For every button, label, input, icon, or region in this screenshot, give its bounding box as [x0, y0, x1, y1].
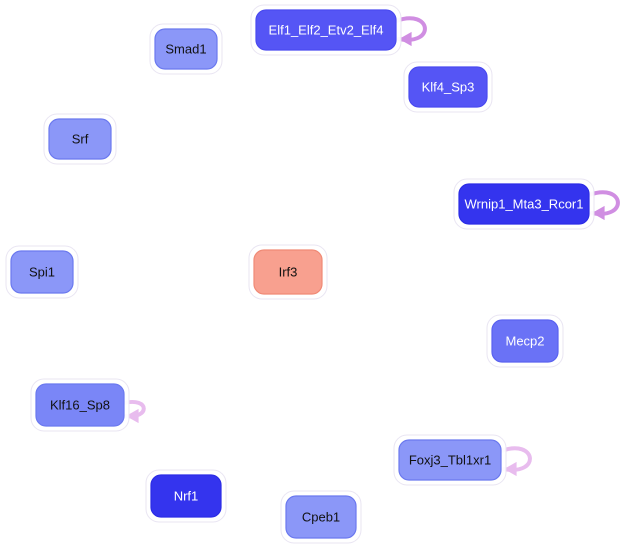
- edge-elf1-to-smad1[interactable]: [220, 32, 254, 53]
- edge-wrnip1-to-irf3[interactable]: [325, 222, 457, 265]
- node-spi1[interactable]: Spi1: [5, 245, 79, 299]
- node-shape-spi1[interactable]: [10, 250, 74, 294]
- node-irf3[interactable]: Irf3: [248, 244, 328, 300]
- node-foxj3[interactable]: Foxj3_Tbl1xr1: [393, 434, 507, 486]
- edge-mecp2-to-wrnip1[interactable]: [515, 227, 534, 318]
- edge-irf3-to-foxj3[interactable]: [308, 295, 430, 437]
- edge-spi1-to-klf16[interactable]: [48, 295, 77, 381]
- node-shape-nrf1[interactable]: [150, 474, 222, 518]
- edge-foxj3-to-klf16[interactable]: [127, 404, 397, 453]
- edge-spi1-to-irf3[interactable]: [75, 262, 251, 282]
- edge-mecp2-to-irf3[interactable]: [325, 279, 490, 332]
- node-layer: Elf1_Elf2_Etv2_Elf4 Smad1 Klf4_Sp3 Srf Wrnip…: [5, 4, 595, 544]
- node-mecp2[interactable]: Mecp2: [486, 314, 564, 368]
- edge-klf4-to-wrnip1[interactable]: [462, 109, 509, 181]
- self-loop-arrow-elf1: [399, 31, 412, 47]
- node-shape-klf4[interactable]: [408, 66, 488, 108]
- edge-klf16-to-foxj3[interactable]: [126, 411, 396, 458]
- edge-mecp2-to-klf16[interactable]: [127, 345, 490, 404]
- node-shape-mecp2[interactable]: [491, 319, 559, 363]
- node-wrnip1[interactable]: Wrnip1_Mta3_Rcor1: [453, 178, 595, 230]
- node-shape-foxj3[interactable]: [398, 439, 502, 481]
- edge-mecp2-to-srf[interactable]: [114, 153, 490, 326]
- self-loop-layer: [122, 16, 620, 477]
- node-shape-smad1[interactable]: [154, 28, 218, 70]
- edge-nrf1-to-irf3[interactable]: [196, 297, 279, 473]
- node-srf[interactable]: Srf: [43, 113, 117, 165]
- self-loop-arrow-wrnip1: [592, 205, 605, 221]
- edge-cpeb1-to-irf3[interactable]: [284, 297, 318, 494]
- node-klf4[interactable]: Klf4_Sp3: [403, 61, 493, 113]
- edge-klf16-to-irf3[interactable]: [115, 292, 251, 383]
- node-smad1[interactable]: Smad1: [149, 23, 223, 75]
- edge-klf16-to-nrf1[interactable]: [106, 427, 158, 472]
- edge-klf16-to-spi1[interactable]: [45, 296, 74, 382]
- self-loop-arrow-klf16: [126, 408, 139, 424]
- node-shape-cpeb1[interactable]: [285, 495, 357, 539]
- node-nrf1[interactable]: Nrf1: [145, 469, 227, 523]
- edge-elf1-to-irf3[interactable]: [284, 52, 323, 247]
- edge-srf-to-irf3[interactable]: [112, 159, 251, 249]
- edge-smad1-to-irf3[interactable]: [195, 71, 278, 247]
- edge-nrf1-to-smad1[interactable]: [178, 72, 194, 473]
- edge-elf1-to-klf16[interactable]: [96, 51, 313, 381]
- node-klf16[interactable]: Klf16_Sp8: [30, 378, 130, 432]
- edge-irf3-to-klf4[interactable]: [308, 110, 428, 249]
- edge-klf4-to-spi1[interactable]: [76, 105, 407, 258]
- edge-foxj3-to-irf3[interactable]: [310, 297, 432, 439]
- node-shape-irf3[interactable]: [253, 249, 323, 295]
- edge-foxj3-to-cpeb1[interactable]: [359, 481, 401, 503]
- edge-spi1-to-srf[interactable]: [48, 162, 78, 249]
- edge-cpeb1-to-foxj3[interactable]: [358, 481, 398, 501]
- node-shape-wrnip1[interactable]: [458, 183, 590, 225]
- node-cpeb1[interactable]: Cpeb1: [280, 490, 362, 544]
- node-shape-klf16[interactable]: [35, 383, 125, 427]
- edge-klf4-to-irf3[interactable]: [310, 108, 430, 247]
- node-shape-elf1[interactable]: [255, 9, 397, 51]
- node-shape-srf[interactable]: [48, 118, 112, 160]
- self-loop-arrow-foxj3: [504, 461, 517, 477]
- node-elf1[interactable]: Elf1_Elf2_Etv2_Elf4: [250, 4, 402, 56]
